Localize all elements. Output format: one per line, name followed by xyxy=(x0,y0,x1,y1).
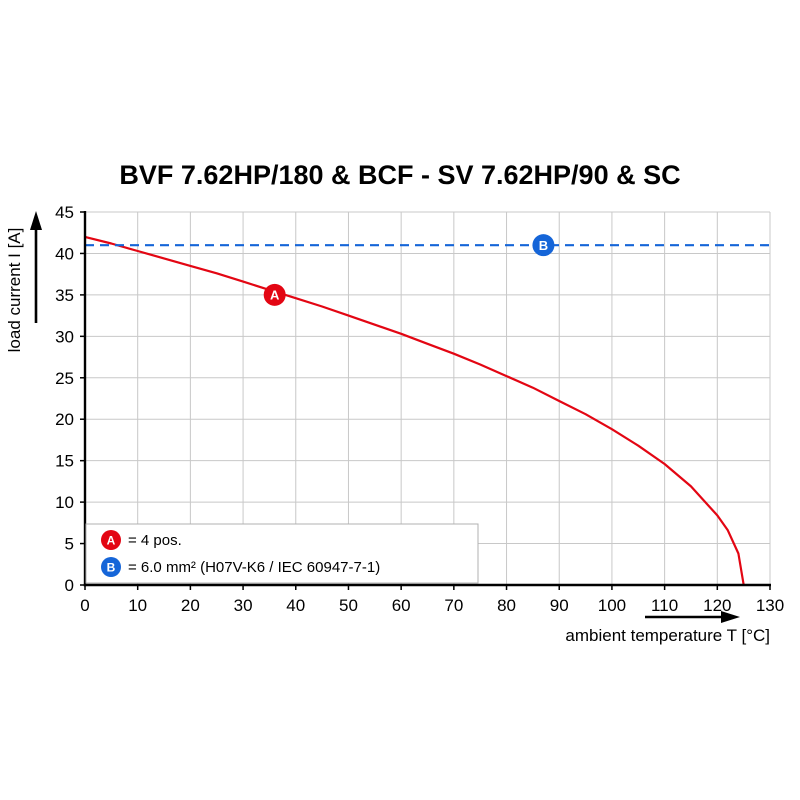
y-tick-label: 5 xyxy=(65,535,74,554)
y-tick-label: 30 xyxy=(55,327,74,346)
x-tick-label: 50 xyxy=(339,596,358,615)
x-tick-label: 80 xyxy=(497,596,516,615)
y-tick-label: 25 xyxy=(55,369,74,388)
y-tick-label: 35 xyxy=(55,286,74,305)
y-tick-label: 15 xyxy=(55,452,74,471)
y-tick-label: 10 xyxy=(55,493,74,512)
x-tick-label: 10 xyxy=(128,596,147,615)
legend-item-A-text: = 4 pos. xyxy=(128,532,182,549)
tick-labels: 0 10 20 30 40 50 60 70 80 90 100 110 120 130 0 5 10 15 20 2… xyxy=(55,203,784,615)
marker-B-letter: B xyxy=(539,238,548,253)
legend-key-B-letter: B xyxy=(107,561,116,575)
series-curves xyxy=(84,235,770,586)
y-axis-arrow-icon xyxy=(30,211,42,323)
x-tick-label: 120 xyxy=(703,596,731,615)
x-tick-label: 70 xyxy=(444,596,463,615)
x-tick-label: 40 xyxy=(286,596,305,615)
marker-A-circle xyxy=(263,283,286,306)
x-axis-arrow-icon xyxy=(645,611,740,623)
x-tick-label: 110 xyxy=(651,596,678,615)
marker-B-circle xyxy=(532,234,555,257)
y-tick-label: 45 xyxy=(55,203,74,222)
legend-box xyxy=(85,523,479,584)
marker-A-letter: A xyxy=(270,288,280,303)
y-axis-label: load current I [A] xyxy=(5,228,24,353)
x-tick-label: 130 xyxy=(756,596,784,615)
axes xyxy=(80,211,771,590)
x-tick-label: 100 xyxy=(598,596,626,615)
y-tick-label: 20 xyxy=(55,410,74,429)
x-axis-label: ambient temperature T [°C] xyxy=(565,626,770,645)
chart-title: BVF 7.62HP/180 & BCF - SV 7.62HP/90 & SC xyxy=(119,160,680,190)
legend-key-A-letter: A xyxy=(107,534,116,548)
curve-A xyxy=(84,235,745,586)
x-tick-label: 60 xyxy=(392,596,411,615)
x-tick-label: 90 xyxy=(550,596,569,615)
y-tick-label: 0 xyxy=(65,576,74,595)
legend-key-A-circle xyxy=(101,530,121,550)
x-tick-label: 20 xyxy=(181,596,200,615)
x-tick-label: 30 xyxy=(234,596,253,615)
curve-markers: AB xyxy=(263,234,555,306)
x-tick-label: 0 xyxy=(80,596,89,615)
legend: A = 4 pos. B = 6.0 mm² (H07V-K6 / IEC 60947… xyxy=(85,523,479,584)
legend-key-B-circle xyxy=(101,557,121,577)
grid xyxy=(84,211,771,586)
legend-item-B-text: = 6.0 mm² (H07V-K6 / IEC 60947-7-1) xyxy=(128,559,380,576)
y-tick-label: 40 xyxy=(55,244,74,263)
